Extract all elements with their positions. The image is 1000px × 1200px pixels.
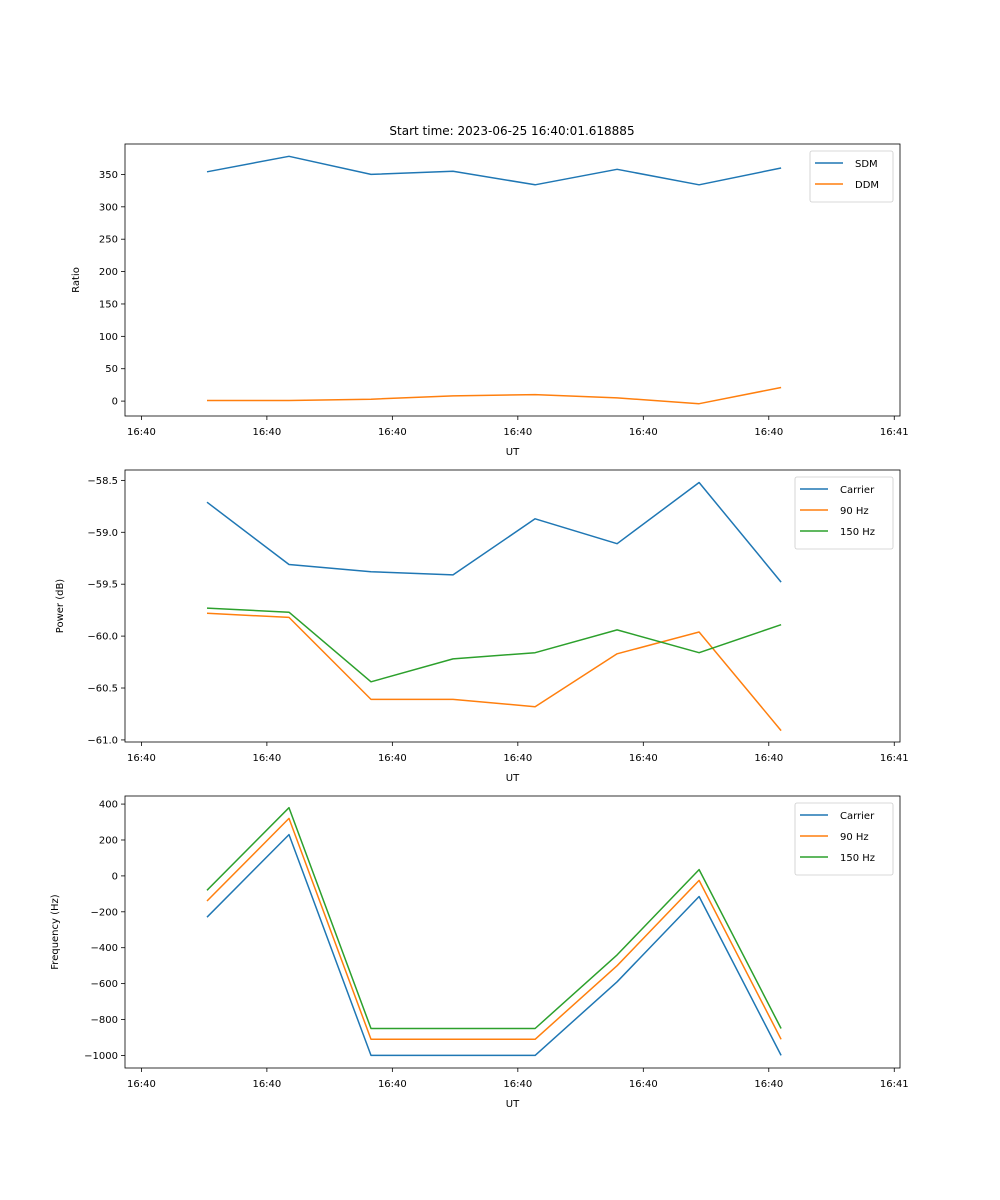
y-tick-label: 350 [99, 170, 118, 181]
y-tick-label: −59.0 [87, 528, 118, 539]
legend-label: 150 Hz [840, 527, 875, 538]
x-tick-label: 16:41 [880, 753, 909, 764]
y-tick-label: −59.5 [87, 580, 118, 591]
plot-frame [124, 143, 901, 417]
chart-panel-1: 16:40 16:40 16:40 16:40 16:40 16:40 16:41 0 50 10… [71, 143, 909, 458]
series-line-carrier [206, 833, 782, 1057]
chart-panel-3: 16:40 16:40 16:40 16:40 16:40 16:40 16:41 400 20… [50, 795, 909, 1110]
x-tick-label: 16:40 [503, 753, 532, 764]
y-axis-label: Ratio [71, 267, 82, 293]
x-tick-label: 16:41 [880, 427, 909, 438]
x-tick-label: 16:40 [754, 427, 783, 438]
x-tick-label: 16:40 [378, 1079, 407, 1090]
legend-label: SDM [855, 159, 878, 170]
legend-box [809, 150, 894, 203]
y-tick-label: 400 [99, 800, 118, 811]
x-tick-label: 16:40 [629, 1079, 658, 1090]
y-tick-label: −400 [91, 943, 118, 954]
legend-label: 150 Hz [840, 853, 875, 864]
plot-frame [124, 795, 901, 1069]
chart-panels: 16:40 16:40 16:40 16:40 16:40 16:40 16:41 0 50 10… [50, 143, 909, 1110]
legend-label: DDM [855, 180, 879, 191]
y-tick-label: 0 [112, 397, 118, 408]
y-tick-label: −800 [91, 1015, 118, 1026]
y-axis-label: Power (dB) [55, 579, 66, 634]
x-tick-label: 16:40 [378, 753, 407, 764]
x-axis-label: UT [506, 773, 520, 784]
y-tick-label: 0 [112, 871, 118, 882]
series-line-150-hz [206, 806, 782, 1030]
series-line-150-hz [206, 607, 782, 683]
y-tick-label: 200 [99, 835, 118, 846]
series-line-90-hz [206, 612, 782, 732]
series-line-carrier [206, 481, 782, 583]
x-tick-label: 16:40 [127, 427, 156, 438]
x-tick-label: 16:40 [252, 753, 281, 764]
x-axis-label: UT [506, 447, 520, 458]
y-tick-label: 150 [99, 299, 118, 310]
series-line-sdm [206, 155, 782, 186]
x-tick-label: 16:40 [503, 1079, 532, 1090]
series-line-90-hz [206, 817, 782, 1041]
chart-panel-2: 16:40 16:40 16:40 16:40 16:40 16:40 16:41 −58.5… [55, 469, 909, 784]
plot-frame [124, 469, 901, 743]
y-axis-label: Frequency (Hz) [50, 894, 61, 970]
x-tick-label: 16:40 [127, 1079, 156, 1090]
y-tick-label: −1000 [84, 1051, 118, 1062]
legend-label: 90 Hz [840, 506, 869, 517]
series-line-ddm [207, 386, 782, 405]
y-tick-label: −58.5 [87, 476, 118, 487]
x-tick-label: 16:40 [252, 1079, 281, 1090]
x-tick-label: 16:40 [503, 427, 532, 438]
y-tick-label: −200 [91, 907, 118, 918]
x-tick-label: 16:40 [127, 753, 156, 764]
y-tick-label: 100 [99, 332, 118, 343]
x-axis-label: UT [506, 1099, 520, 1110]
x-tick-label: 16:40 [252, 427, 281, 438]
x-tick-label: 16:40 [378, 427, 407, 438]
y-tick-label: −600 [91, 979, 118, 990]
x-tick-label: 16:40 [754, 753, 783, 764]
legend-label: 90 Hz [840, 832, 869, 843]
figure-title: Start time: 2023-06-25 16:40:01.618885 [389, 124, 634, 138]
x-tick-label: 16:40 [629, 427, 658, 438]
y-tick-label: −60.0 [87, 632, 118, 643]
y-tick-label: −60.5 [87, 684, 118, 695]
legend-label: Carrier [840, 485, 875, 496]
x-tick-label: 16:40 [629, 753, 658, 764]
y-tick-label: −61.0 [87, 735, 118, 746]
x-tick-label: 16:40 [754, 1079, 783, 1090]
y-tick-label: 50 [105, 364, 118, 375]
legend-label: Carrier [840, 811, 875, 822]
y-tick-label: 300 [99, 202, 118, 213]
y-tick-label: 250 [99, 235, 118, 246]
x-tick-label: 16:41 [880, 1079, 909, 1090]
y-tick-label: 200 [99, 267, 118, 278]
